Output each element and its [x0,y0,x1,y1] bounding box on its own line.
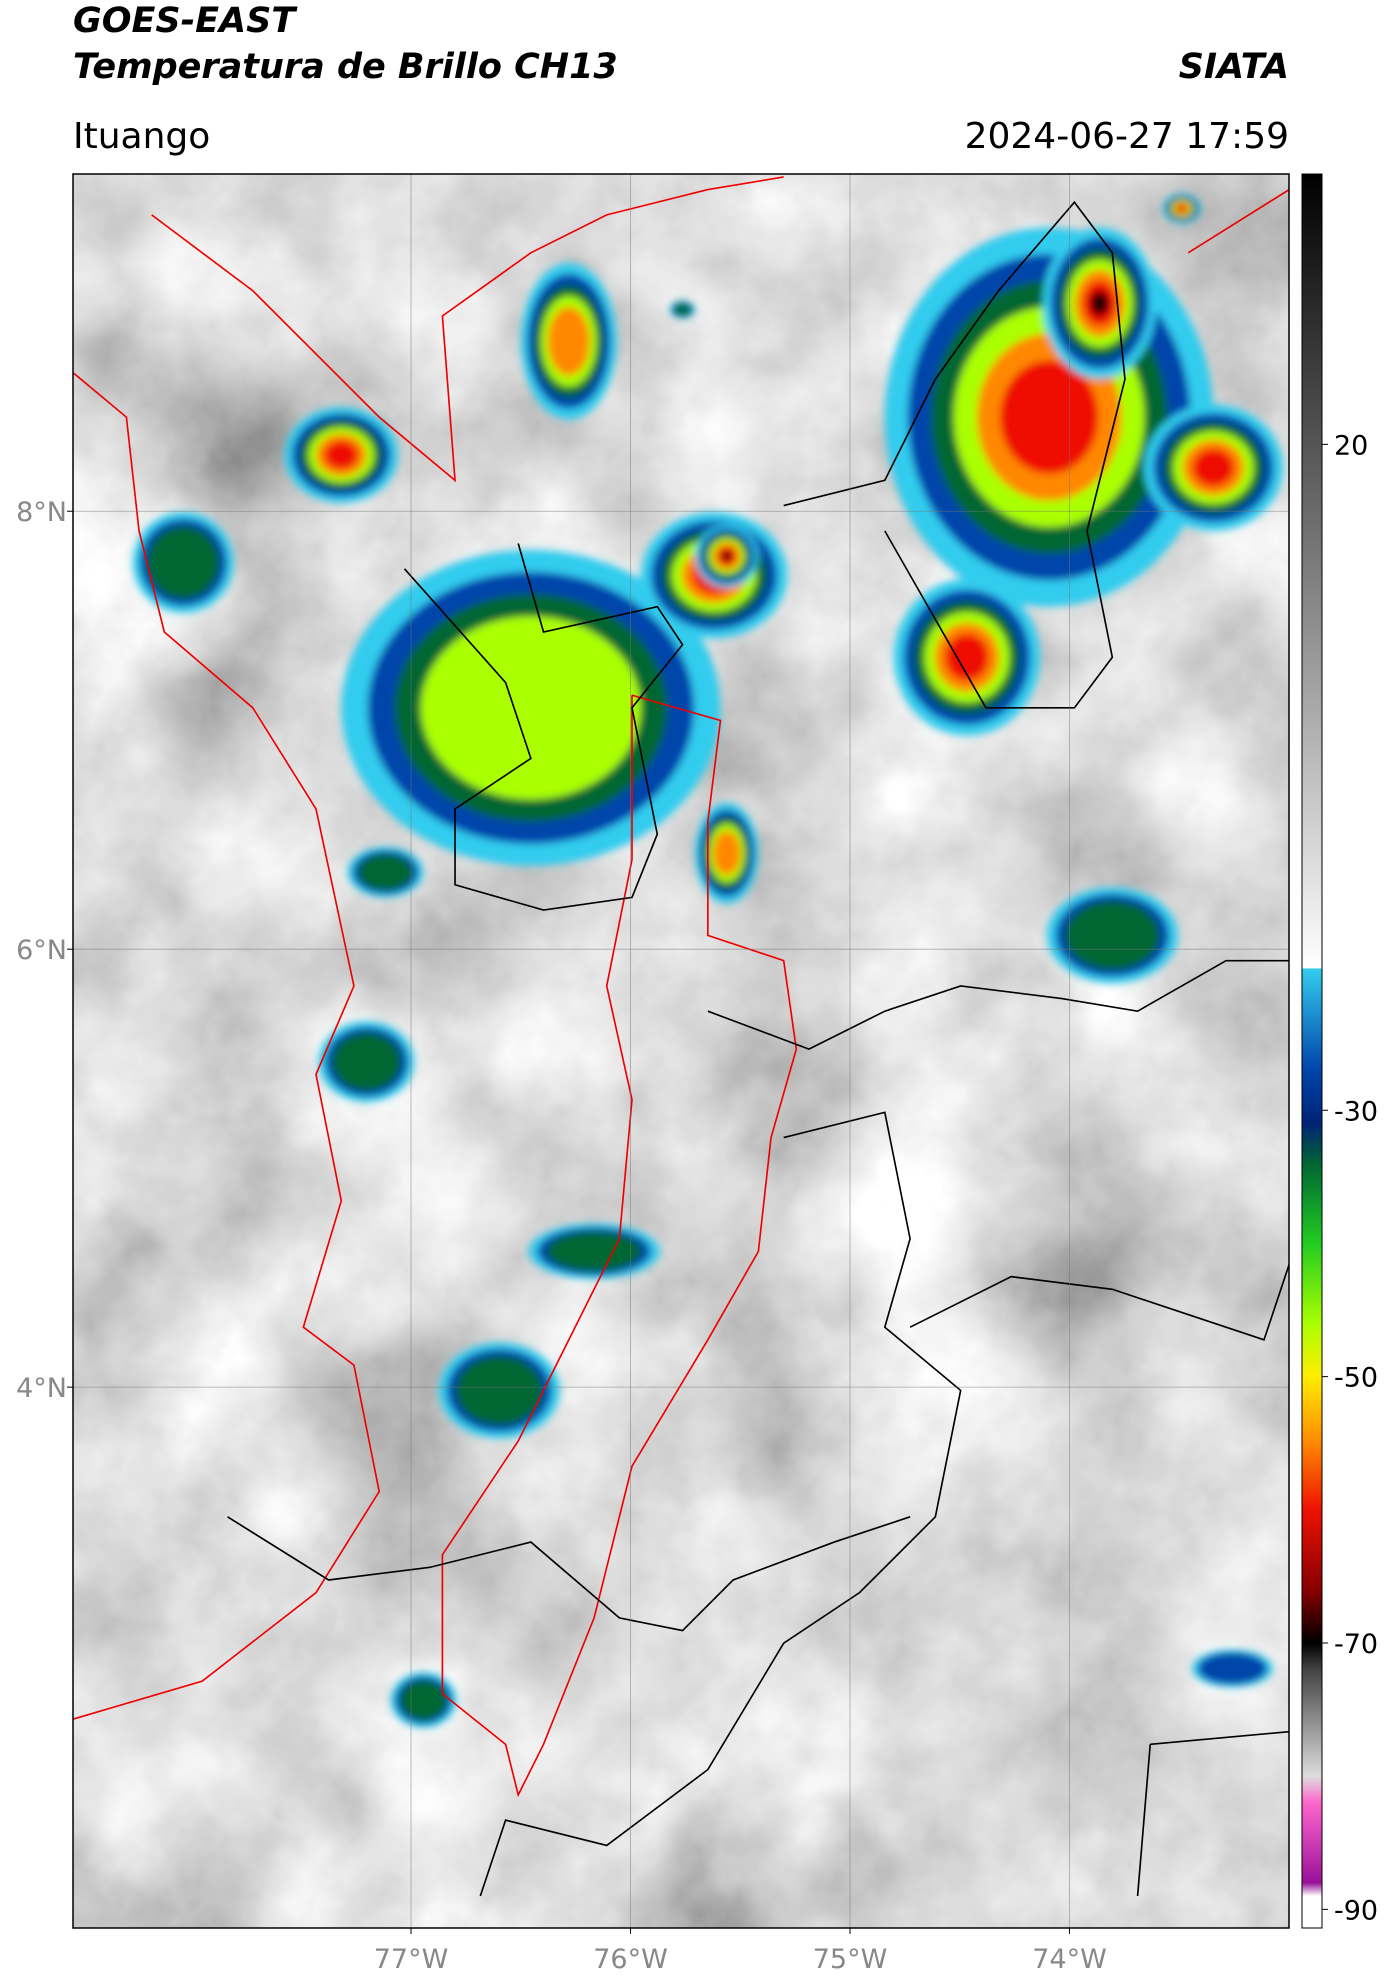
source: SIATA [1179,47,1289,87]
datetime: 2024-06-27 17:59 [965,116,1289,157]
colorbar-tick-label: -70 [1334,1629,1378,1660]
storm-cell [324,440,359,470]
x-tick-label: 74°W [1032,1944,1107,1975]
colorbar-tick-label: -90 [1334,1895,1378,1926]
storm-cell [358,853,413,891]
storm-cell [455,1355,543,1425]
storm-cell [546,1231,642,1272]
storm-cell [547,306,590,376]
x-tick-label: 77°W [374,1944,449,1975]
title: GOES-EAST [73,1,298,41]
borders [73,176,1289,1897]
subtitle: Temperatura de Brillo CH13 [73,47,618,87]
map [73,174,1289,1928]
storm-cell [673,303,692,317]
storm-cell [944,633,989,681]
storm-cell [331,1032,402,1091]
storms [132,193,1283,1728]
storm-cell [399,1680,448,1721]
storm-cell [1064,900,1160,970]
grid [73,174,1289,1928]
map-frame [72,173,1290,1929]
storm-cell [1090,291,1109,316]
colorbar-tick-label: -30 [1334,1096,1378,1127]
y-tick-label: 8°N [16,497,67,528]
colorbar [1301,173,1323,1929]
location: Ituango [73,116,210,157]
storm-cell [1176,204,1188,214]
x-tick-label: 75°W [813,1944,888,1975]
y-tick-label: 4°N [16,1373,67,1404]
storm-cell [146,526,220,599]
y-tick-label: 6°N [16,935,67,966]
storm-cell [999,360,1099,474]
storm-cell [1197,1652,1268,1685]
x-tick-label: 76°W [593,1944,668,1975]
colorbar-tick-label: -50 [1334,1363,1378,1394]
storm-cell [420,616,641,800]
storm-cell [712,830,741,876]
colorbar-tick-label: 20 [1334,430,1368,461]
storm-cell [721,551,732,562]
storm-cell [1192,448,1235,487]
